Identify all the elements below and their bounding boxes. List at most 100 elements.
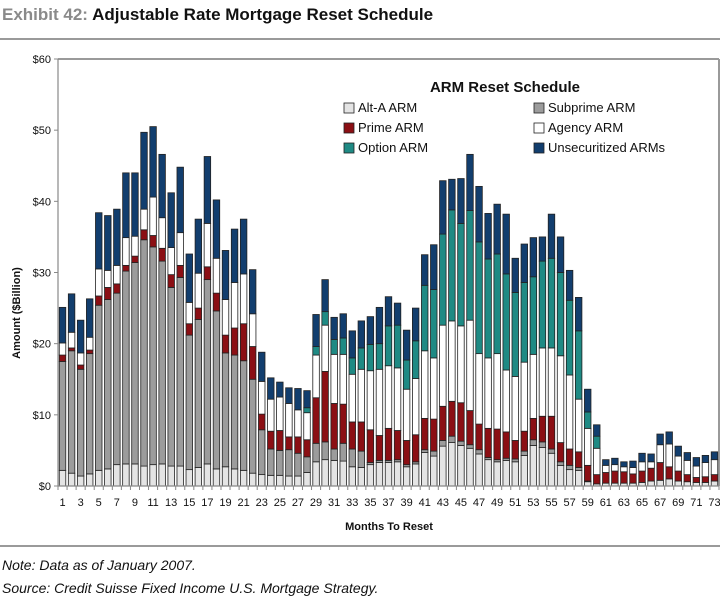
x-tick-label: 69 <box>672 497 684 509</box>
bar-segment-agency-arm <box>475 353 483 425</box>
bar-segment-prime-arm <box>203 266 212 281</box>
bar-segment-alt-a-arm <box>149 464 157 487</box>
bar-segment-prime-arm <box>167 274 175 288</box>
bar-segment-unsecuritized-arms <box>249 269 257 315</box>
bar-segment-subprime-arm <box>203 279 212 465</box>
bar-segment-prime-arm <box>475 423 483 451</box>
bar-segment-agency-arm <box>620 466 628 473</box>
bar-segment-unsecuritized-arms <box>58 306 67 344</box>
x-tick-label: 39 <box>400 497 412 509</box>
bar-segment-subprime-arm <box>303 456 311 473</box>
bar-segment-subprime-arm <box>140 239 148 467</box>
bar-segment-subprime-arm <box>276 450 284 476</box>
bar-segment-option-arm <box>584 411 592 429</box>
bar-segment-unsecuritized-arms <box>439 180 447 235</box>
x-axis: 1 3 5 7 9 11 13 15 17 19 21 23 25 27 29 31 33 35 37 39 41 43 4… <box>57 485 720 509</box>
bar-segment-alt-a-arm <box>393 461 402 487</box>
bar-segment-option-arm <box>502 273 510 371</box>
bar-segment-agency-arm <box>593 447 601 476</box>
bar-stack-month-14 <box>176 166 184 487</box>
bar-segment-unsecuritized-arms <box>366 316 375 345</box>
x-tick-label: 27 <box>292 497 304 509</box>
x-tick-label: 67 <box>654 497 666 509</box>
bar-stack-month-18 <box>212 199 221 487</box>
bar-stack-month-43 <box>439 180 447 487</box>
bar-stack-month-37 <box>384 296 393 487</box>
bar-segment-agency-arm <box>692 465 701 478</box>
bar-segment-option-arm <box>511 292 519 377</box>
bar-segment-alt-a-arm <box>584 481 592 487</box>
bar-segment-unsecuritized-arms <box>402 329 411 361</box>
bar-segment-option-arm <box>538 260 547 349</box>
bar-stack-month-17 <box>203 156 212 487</box>
bar-segment-unsecuritized-arms <box>466 153 474 211</box>
legend-label: Option ARM <box>358 140 428 155</box>
legend-label: Prime ARM <box>358 120 424 135</box>
bar-segment-prime-arm <box>448 400 456 437</box>
bar-segment-agency-arm <box>412 378 420 436</box>
bar-segment-alt-a-arm <box>493 461 501 487</box>
bar-stack-month-10 <box>140 131 148 487</box>
bar-segment-agency-arm <box>131 235 139 257</box>
bar-segment-prime-arm <box>375 435 384 461</box>
bar-segment-subprime-arm <box>312 442 320 463</box>
bar-segment-option-arm <box>475 241 483 355</box>
bar-segment-alt-a-arm <box>95 469 103 487</box>
bar-segment-subprime-arm <box>511 458 519 463</box>
bar-stack-month-28 <box>303 390 311 487</box>
bar-segment-unsecuritized-arms <box>221 250 230 300</box>
bar-segment-alt-a-arm <box>710 480 719 487</box>
bar-segment-agency-arm <box>294 409 302 438</box>
bar-segment-prime-arm <box>67 347 76 352</box>
bar-segment-option-arm <box>457 222 465 327</box>
bar-segment-prime-arm <box>58 354 67 362</box>
bar-stack-month-56 <box>556 236 565 487</box>
bar-segment-unsecuritized-arms <box>520 243 528 283</box>
bottom-divider <box>0 545 720 547</box>
bar-segment-agency-arm <box>86 336 94 351</box>
bar-segment-option-arm <box>366 343 375 372</box>
bar-segment-option-arm <box>339 337 347 355</box>
bar-segment-unsecuritized-arms <box>203 156 212 224</box>
bar-segment-prime-arm <box>529 417 538 441</box>
bar-stack-month-51 <box>511 257 519 487</box>
bar-segment-agency-arm <box>312 354 320 399</box>
bar-stack-month-33 <box>348 330 356 487</box>
bar-segment-prime-arm <box>584 464 592 482</box>
bar-segment-prime-arm <box>86 349 94 355</box>
bar-segment-agency-arm <box>656 444 664 463</box>
bar-segment-agency-arm <box>203 222 212 268</box>
bar-segment-alt-a-arm <box>330 459 338 487</box>
bar-segment-agency-arm <box>258 380 266 415</box>
bar-segment-subprime-arm <box>285 449 293 477</box>
bar-segment-unsecuritized-arms <box>176 166 184 234</box>
bar-segment-unsecuritized-arms <box>357 320 365 349</box>
bar-segment-unsecuritized-arms <box>312 314 320 347</box>
x-tick-label: 5 <box>96 497 102 509</box>
bar-segment-agency-arm <box>375 368 384 436</box>
bar-segment-alt-a-arm <box>421 452 429 487</box>
bar-stack-month-52 <box>520 243 528 487</box>
bar-segment-subprime-arm <box>457 440 465 446</box>
bar-stack-month-47 <box>475 185 483 487</box>
bar-segment-alt-a-arm <box>113 464 121 487</box>
x-tick-label: 7 <box>114 497 120 509</box>
bar-segment-prime-arm <box>131 255 139 263</box>
bar-segment-option-arm <box>321 311 329 326</box>
x-tick-label: 23 <box>256 497 268 509</box>
bar-segment-agency-arm <box>122 237 130 266</box>
bar-segment-unsecuritized-arms <box>113 208 121 266</box>
bar-stack-month-40 <box>412 307 420 487</box>
bar-segment-subprime-arm <box>76 368 85 477</box>
bar-segment-prime-arm <box>701 476 710 483</box>
bar-segment-agency-arm <box>683 459 691 476</box>
bar-segment-unsecuritized-arms <box>86 298 94 338</box>
bar-stack-month-11 <box>149 126 157 487</box>
bar-stack-month-57 <box>565 269 574 487</box>
bar-segment-subprime-arm <box>348 448 356 468</box>
bar-segment-alt-a-arm <box>131 463 139 487</box>
x-tick-label: 65 <box>636 497 648 509</box>
bar-stack-month-70 <box>683 452 691 487</box>
bar-segment-agency-arm <box>529 353 538 419</box>
bar-segment-subprime-arm <box>430 450 438 457</box>
